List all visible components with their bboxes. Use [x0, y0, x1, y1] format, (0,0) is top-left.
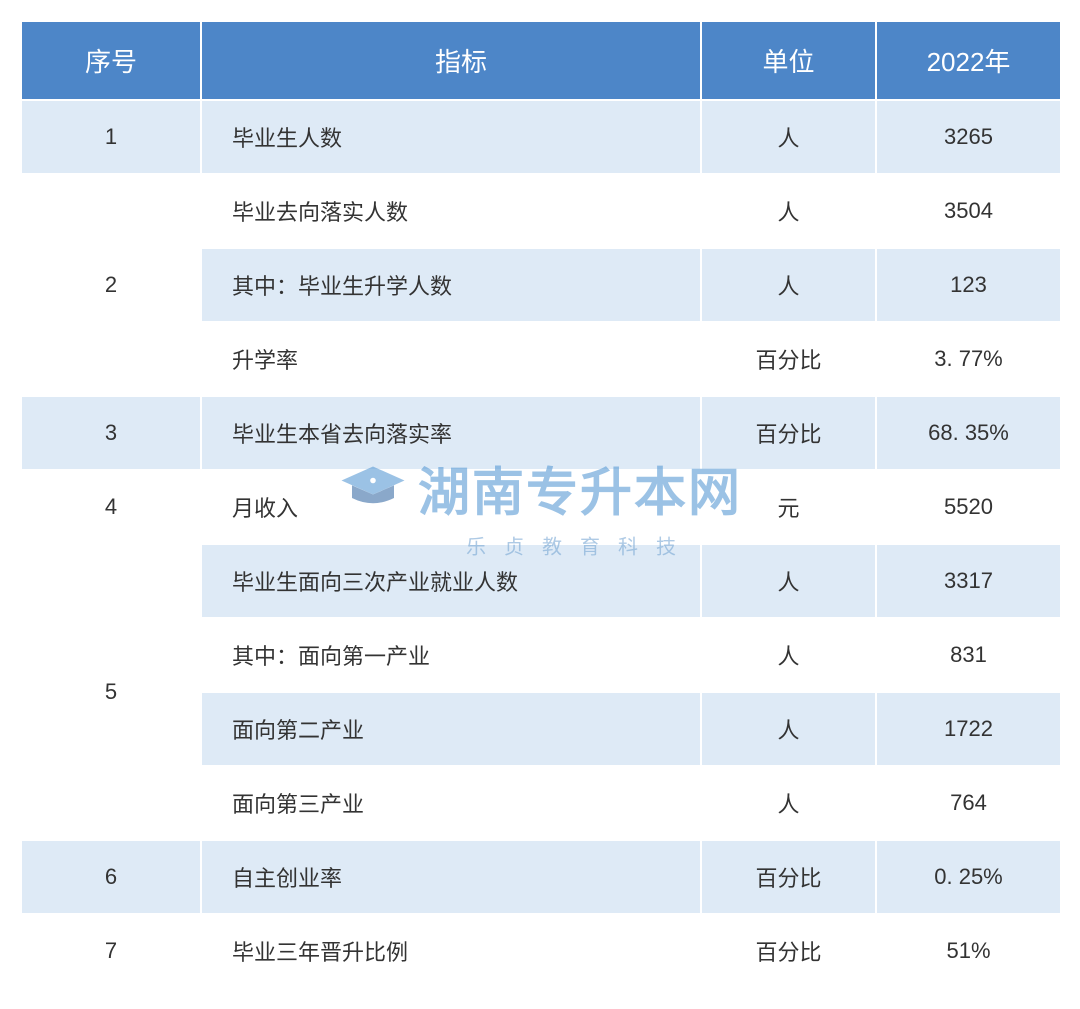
- cell-value: 3265: [876, 100, 1061, 174]
- cell-seq: 7: [21, 914, 201, 988]
- table-row: 7 毕业三年晋升比例 百分比 51%: [21, 914, 1061, 988]
- table-row: 3 毕业生本省去向落实率 百分比 68. 35%: [21, 396, 1061, 470]
- cell-value: 51%: [876, 914, 1061, 988]
- cell-seq: 5: [21, 544, 201, 840]
- cell-unit: 元: [701, 470, 876, 544]
- table-row: 5 毕业生面向三次产业就业人数 人 3317: [21, 544, 1061, 618]
- cell-value: 5520: [876, 470, 1061, 544]
- cell-value: 0. 25%: [876, 840, 1061, 914]
- cell-value: 3317: [876, 544, 1061, 618]
- header-unit: 单位: [701, 21, 876, 100]
- table-body: 1 毕业生人数 人 3265 2 毕业去向落实人数 人 3504 其中：毕业生升…: [21, 100, 1061, 988]
- cell-indicator: 毕业生面向三次产业就业人数: [201, 544, 701, 618]
- cell-indicator: 其中：面向第一产业: [201, 618, 701, 692]
- cell-unit: 百分比: [701, 840, 876, 914]
- data-table: 序号 指标 单位 2022年 1 毕业生人数 人 3265 2 毕业去向落实人数…: [20, 20, 1062, 989]
- cell-value: 68. 35%: [876, 396, 1061, 470]
- cell-indicator: 面向第三产业: [201, 766, 701, 840]
- cell-seq: 6: [21, 840, 201, 914]
- table-row: 6 自主创业率 百分比 0. 25%: [21, 840, 1061, 914]
- cell-indicator: 面向第二产业: [201, 692, 701, 766]
- cell-unit: 人: [701, 618, 876, 692]
- cell-indicator: 自主创业率: [201, 840, 701, 914]
- cell-value: 1722: [876, 692, 1061, 766]
- cell-seq: 1: [21, 100, 201, 174]
- header-value: 2022年: [876, 21, 1061, 100]
- table-row: 1 毕业生人数 人 3265: [21, 100, 1061, 174]
- cell-seq: 2: [21, 174, 201, 396]
- cell-value: 3. 77%: [876, 322, 1061, 396]
- cell-value: 831: [876, 618, 1061, 692]
- header-seq: 序号: [21, 21, 201, 100]
- cell-indicator: 毕业三年晋升比例: [201, 914, 701, 988]
- header-indicator: 指标: [201, 21, 701, 100]
- table-row: 2 毕业去向落实人数 人 3504: [21, 174, 1061, 248]
- cell-indicator: 毕业生人数: [201, 100, 701, 174]
- cell-indicator: 月收入: [201, 470, 701, 544]
- cell-unit: 百分比: [701, 914, 876, 988]
- cell-unit: 人: [701, 248, 876, 322]
- header-row: 序号 指标 单位 2022年: [21, 21, 1061, 100]
- cell-seq: 3: [21, 396, 201, 470]
- cell-seq: 4: [21, 470, 201, 544]
- cell-indicator: 毕业生本省去向落实率: [201, 396, 701, 470]
- cell-indicator: 升学率: [201, 322, 701, 396]
- cell-value: 123: [876, 248, 1061, 322]
- table-container: 序号 指标 单位 2022年 1 毕业生人数 人 3265 2 毕业去向落实人数…: [20, 20, 1060, 989]
- cell-unit: 人: [701, 174, 876, 248]
- cell-unit: 人: [701, 544, 876, 618]
- cell-unit: 人: [701, 766, 876, 840]
- cell-value: 764: [876, 766, 1061, 840]
- table-row: 4 月收入 元 5520: [21, 470, 1061, 544]
- cell-unit: 人: [701, 100, 876, 174]
- cell-value: 3504: [876, 174, 1061, 248]
- cell-unit: 人: [701, 692, 876, 766]
- cell-indicator: 其中：毕业生升学人数: [201, 248, 701, 322]
- cell-unit: 百分比: [701, 322, 876, 396]
- cell-indicator: 毕业去向落实人数: [201, 174, 701, 248]
- cell-unit: 百分比: [701, 396, 876, 470]
